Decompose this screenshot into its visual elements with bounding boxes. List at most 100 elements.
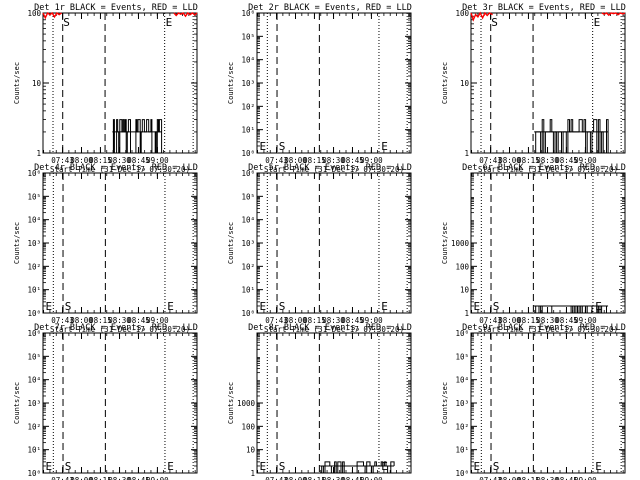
y-tick-label: 10 bbox=[32, 79, 42, 88]
end-marker-label: E bbox=[594, 16, 601, 29]
x-tick-label: 07:43 bbox=[51, 316, 74, 325]
x-tick-label: 08:00 bbox=[284, 156, 307, 165]
x-tick-label: 08:30 bbox=[322, 316, 345, 325]
x-tick-label: 08:00 bbox=[70, 316, 93, 325]
y-tick-label: 10³ bbox=[241, 79, 255, 88]
event-series-line bbox=[320, 461, 395, 474]
end-marker-label: E bbox=[260, 140, 267, 153]
start-marker-label: S bbox=[279, 300, 286, 313]
x-tick-label: 08:00 bbox=[498, 476, 521, 480]
y-tick-label: 1 bbox=[250, 469, 255, 478]
y-axis-label: Counts/sec bbox=[13, 222, 21, 264]
y-tick-label: 10⁰ bbox=[241, 309, 255, 318]
y-tick-label: 10⁵ bbox=[27, 192, 41, 201]
y-tick-label: 10⁶ bbox=[27, 169, 41, 178]
y-tick-label: 10⁴ bbox=[27, 216, 41, 225]
y-tick-label: 10⁰ bbox=[455, 469, 469, 478]
end-marker-label: E bbox=[595, 460, 602, 473]
y-tick-label: 10³ bbox=[27, 399, 41, 408]
y-tick-label: 100 bbox=[241, 422, 255, 431]
x-tick-label: 07:43 bbox=[265, 476, 288, 480]
y-tick-label: 1000 bbox=[237, 399, 256, 408]
x-tick-label: 08:45 bbox=[341, 476, 364, 480]
plot-frame bbox=[470, 172, 626, 314]
x-tick-label: 08:15 bbox=[517, 476, 540, 480]
lld-series-line bbox=[470, 11, 493, 22]
x-tick-label: 09:00 bbox=[146, 316, 169, 325]
x-tick-label: 08:30 bbox=[536, 476, 559, 480]
panel-3: Det 3r BLACK = Events, RED = LLD Counts/s… bbox=[441, 3, 626, 174]
y-tick-label: 10¹ bbox=[27, 286, 41, 295]
y-tick-label: 10⁵ bbox=[241, 192, 255, 201]
plot-frame bbox=[42, 332, 198, 474]
x-tick-label: 08:15 bbox=[89, 316, 112, 325]
y-tick-label: 10³ bbox=[455, 399, 469, 408]
x-tick-label: 09:00 bbox=[146, 156, 169, 165]
y-tick-label: 10¹ bbox=[241, 286, 255, 295]
start-marker-label: S bbox=[279, 140, 286, 153]
x-tick-label: 07:43 bbox=[265, 316, 288, 325]
panel-1: Det 1r BLACK = Events, RED = LLD Counts/s… bbox=[13, 3, 198, 174]
x-axis-label: Start Time (31-Dec-17 07:30:20) bbox=[50, 165, 190, 174]
y-axis-label: Counts/sec bbox=[227, 62, 235, 104]
panel-title: Det 6r BLACK = Events, RED = LLD bbox=[462, 163, 626, 173]
panel-title: Det 9r BLACK = Events, RED = LLD bbox=[462, 323, 626, 333]
plot-frame bbox=[256, 332, 412, 474]
y-tick-label: 10 bbox=[460, 286, 470, 295]
x-tick-label: 08:15 bbox=[303, 476, 326, 480]
start-marker-label: S bbox=[493, 300, 500, 313]
x-tick-label: 09:00 bbox=[574, 156, 597, 165]
x-tick-label: 08:15 bbox=[303, 316, 326, 325]
y-tick-label: 10⁵ bbox=[455, 352, 469, 361]
start-marker-label: S bbox=[279, 460, 286, 473]
x-tick-label: 08:00 bbox=[498, 316, 521, 325]
x-tick-label: 08:45 bbox=[127, 156, 150, 165]
y-tick-label: 10⁶ bbox=[455, 329, 469, 338]
y-axis-label: Counts/sec bbox=[13, 62, 21, 104]
y-tick-label: 1 bbox=[464, 149, 469, 158]
x-axis-label: Start Time (31-Dec-17 07:30:20) bbox=[478, 165, 618, 174]
x-tick-label: 07:43 bbox=[479, 316, 502, 325]
y-tick-label: 10⁴ bbox=[241, 216, 255, 225]
end-marker-label: E bbox=[46, 300, 53, 313]
panel-title: Det 1r BLACK = Events, RED = LLD bbox=[34, 3, 198, 13]
y-axis-label: Counts/sec bbox=[13, 382, 21, 424]
y-tick-label: 100 bbox=[27, 9, 41, 18]
plot-frame bbox=[256, 12, 412, 154]
end-marker-label: E bbox=[474, 460, 481, 473]
y-tick-label: 10⁰ bbox=[27, 469, 41, 478]
x-tick-label: 08:45 bbox=[555, 476, 578, 480]
end-marker-label: E bbox=[381, 300, 388, 313]
x-axis-label: Start Time (31-Dec-17 07:30:20) bbox=[478, 325, 618, 334]
x-tick-label: 08:45 bbox=[555, 316, 578, 325]
x-axis-label: Start Time (31-Dec-17 07:30:20) bbox=[50, 325, 190, 334]
x-tick-label: 08:30 bbox=[536, 316, 559, 325]
x-tick-label: 07:43 bbox=[51, 476, 74, 480]
panel-6: Det 6r BLACK = Events, RED = LLD Counts/s… bbox=[441, 163, 626, 334]
y-tick-label: 10⁶ bbox=[27, 329, 41, 338]
end-marker-label: E bbox=[381, 140, 388, 153]
y-tick-label: 10 bbox=[246, 446, 256, 455]
y-tick-label: 10⁴ bbox=[241, 56, 255, 65]
panel-title: Det 7r BLACK = Events, RED = LLD bbox=[34, 323, 198, 333]
event-series-line bbox=[534, 119, 609, 154]
panel-7: Det 7r BLACK = Events, RED = LLD Counts/s… bbox=[13, 323, 198, 480]
y-tick-label: 10¹ bbox=[27, 446, 41, 455]
x-tick-label: 08:00 bbox=[70, 476, 93, 480]
x-tick-label: 09:00 bbox=[360, 156, 383, 165]
x-tick-label: 08:45 bbox=[555, 156, 578, 165]
x-tick-label: 09:00 bbox=[360, 476, 383, 480]
end-marker-label: E bbox=[260, 460, 267, 473]
plot-frame bbox=[42, 172, 198, 314]
end-marker-label: E bbox=[166, 16, 173, 29]
x-tick-label: 08:45 bbox=[341, 316, 364, 325]
panel-title: Det 5r BLACK = Events, RED = LLD bbox=[248, 163, 412, 173]
panel-title: Det 2r BLACK = Events, RED = LLD bbox=[248, 3, 412, 13]
panel-4: Det 4r BLACK = Events, RED = LLD Counts/s… bbox=[13, 163, 198, 334]
y-tick-label: 1 bbox=[464, 309, 469, 318]
x-tick-label: 09:00 bbox=[574, 316, 597, 325]
x-tick-label: 07:43 bbox=[479, 476, 502, 480]
lld-series-line bbox=[601, 12, 626, 17]
y-tick-label: 10⁶ bbox=[241, 9, 255, 18]
